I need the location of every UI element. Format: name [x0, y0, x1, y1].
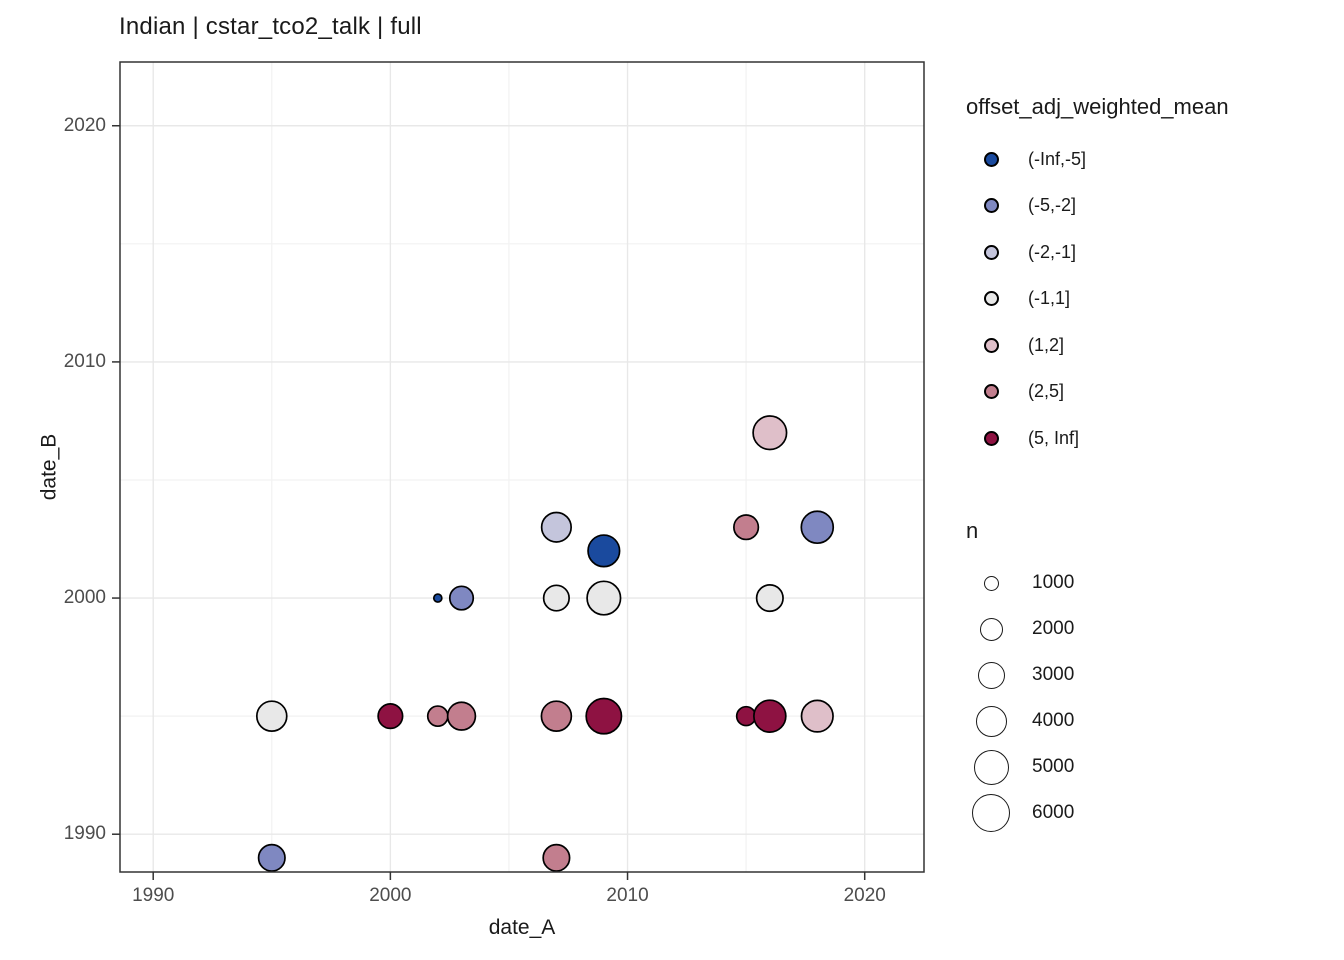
size-key-box — [966, 749, 1016, 785]
size-key-label: 1000 — [1032, 572, 1075, 593]
color-key-circle-icon — [983, 430, 999, 446]
x-axis-title: date_A — [488, 916, 556, 939]
y-tick-label: 1990 — [63, 823, 106, 845]
x-tick-label: 2010 — [606, 885, 649, 906]
color-key-box — [966, 430, 1016, 446]
data-point — [755, 584, 784, 613]
size-key-circle-icon — [972, 794, 1010, 832]
size-legend: n 1000 2000 3000 4000 5000 6000 — [966, 518, 1336, 836]
plot-title: Indian | cstar_tco2_talk | full — [119, 13, 422, 40]
color-key-label: (-1,1] — [1028, 288, 1071, 309]
data-point — [586, 580, 622, 616]
data-point — [257, 843, 286, 872]
data-point — [255, 700, 288, 732]
color-key-box — [966, 151, 1016, 167]
color-key-box — [966, 291, 1016, 307]
size-legend-item: 2000 — [966, 606, 1336, 652]
data-point — [800, 699, 834, 733]
color-legend-item: (-5,-2] — [966, 183, 1336, 230]
size-legend-item: 6000 — [966, 790, 1336, 836]
size-legend-item: 3000 — [966, 652, 1336, 698]
size-key-box — [966, 661, 1016, 689]
color-legend-item: (-1,1] — [966, 276, 1336, 323]
color-key-circle-icon — [983, 151, 999, 167]
size-key-label: 4000 — [1032, 710, 1075, 731]
x-tick-label: 1990 — [132, 885, 175, 906]
size-key-label: 6000 — [1032, 802, 1075, 823]
color-key-label: (5, Inf] — [1028, 427, 1080, 448]
size-key-label: 3000 — [1032, 664, 1075, 685]
color-key-circle-icon — [983, 198, 999, 214]
color-key-box — [966, 337, 1016, 353]
data-point — [587, 534, 621, 568]
color-legend-item: (5, Inf] — [966, 415, 1336, 462]
size-key-box — [966, 794, 1016, 832]
color-key-circle-icon — [983, 291, 999, 307]
data-point — [432, 593, 443, 603]
color-legend-item: (1,2] — [966, 322, 1336, 369]
color-key-label: (-2,-1] — [1028, 241, 1077, 262]
color-key-circle-icon — [983, 244, 999, 260]
color-key-circle-icon — [983, 384, 999, 400]
data-point — [585, 697, 623, 735]
x-tick-label: 2020 — [843, 885, 886, 906]
size-key-box — [966, 617, 1016, 641]
size-key-box — [966, 575, 1016, 591]
data-point — [426, 705, 449, 728]
data-point — [735, 705, 757, 727]
data-point — [800, 510, 835, 545]
color-key-label: (-5,-2] — [1028, 195, 1077, 216]
data-point — [753, 699, 787, 733]
size-key-box — [966, 705, 1016, 737]
data-point — [752, 415, 788, 451]
size-key-circle-icon — [979, 617, 1003, 641]
color-legend-item: (2,5] — [966, 369, 1336, 416]
color-key-circle-icon — [983, 337, 999, 353]
color-legend-title: offset_adj_weighted_mean — [966, 94, 1229, 119]
y-tick-label: 2000 — [63, 587, 106, 609]
size-legend-item: 1000 — [966, 560, 1336, 606]
color-legend-item: (-2,-1] — [966, 229, 1336, 276]
plot-panel — [120, 62, 924, 872]
data-point — [446, 701, 477, 731]
size-key-label: 2000 — [1032, 618, 1075, 639]
color-key-label: (1,2] — [1028, 334, 1065, 355]
size-legend-item: 4000 — [966, 698, 1336, 744]
color-legend-item: (-Inf,-5] — [966, 136, 1336, 183]
size-key-circle-icon — [973, 749, 1009, 785]
y-tick-label: 2020 — [63, 114, 106, 136]
size-key-circle-icon — [983, 575, 999, 591]
data-point — [733, 514, 760, 541]
size-key-circle-icon — [977, 661, 1005, 689]
data-point — [542, 584, 570, 612]
size-legend-item: 5000 — [966, 744, 1336, 790]
y-axis-title: date_B — [37, 433, 61, 501]
color-key-box — [966, 244, 1016, 260]
x-tick-label: 2000 — [369, 885, 412, 906]
size-legend-title: n — [966, 518, 979, 543]
data-point — [377, 703, 404, 730]
data-point — [542, 843, 571, 872]
size-key-label: 5000 — [1032, 756, 1075, 777]
color-key-label: (-Inf,-5] — [1028, 148, 1087, 169]
data-point — [540, 511, 572, 543]
color-key-box — [966, 198, 1016, 214]
data-point — [448, 585, 475, 611]
color-legend: offset_adj_weighted_mean (-Inf,-5] (-5,-2… — [966, 94, 1336, 462]
color-key-label: (2,5] — [1028, 381, 1065, 402]
y-tick-label: 2010 — [63, 350, 106, 372]
size-key-circle-icon — [975, 705, 1007, 737]
color-key-box — [966, 384, 1016, 400]
panel-border — [119, 61, 925, 873]
data-point — [540, 700, 573, 732]
